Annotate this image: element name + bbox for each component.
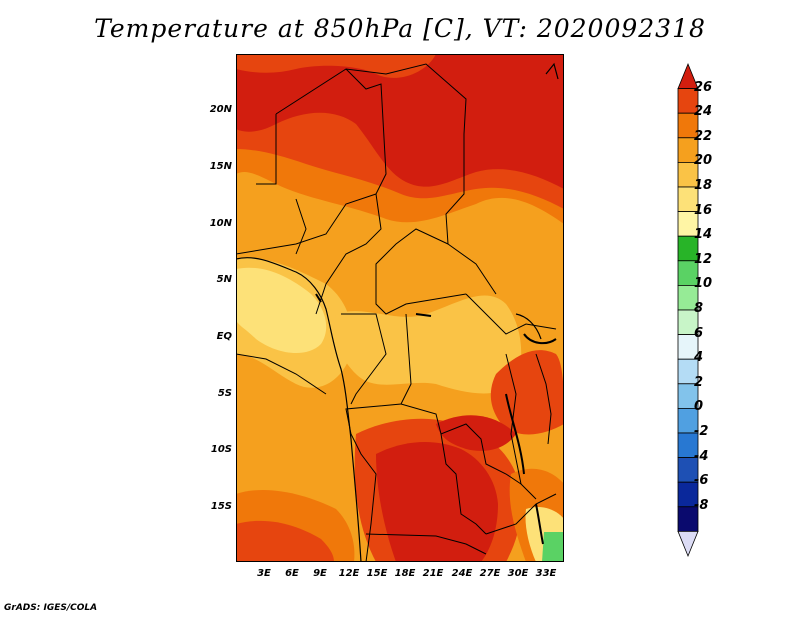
lat-tick: 5S [217, 388, 232, 399]
colorbar-label: 24 [694, 104, 713, 120]
colorbar-label: -4 [694, 448, 709, 464]
lon-tick: 30E [507, 568, 529, 579]
coastlines [236, 62, 559, 562]
colorbar-swatch [677, 530, 699, 558]
lon-tick: 21E [422, 568, 444, 579]
colorbar-label: 26 [694, 79, 713, 95]
temp-band-10-se [542, 532, 564, 562]
lat-tick: EQ [216, 331, 232, 342]
colorbar-label: 20 [694, 153, 713, 169]
colorbar-label: 10 [694, 276, 713, 292]
lon-tick: 33E [535, 568, 557, 579]
colorbar-label: 6 [694, 325, 704, 341]
lat-tick: 20N [209, 104, 232, 115]
map-plot [236, 54, 564, 562]
temp-band-26 [236, 54, 564, 189]
lat-tick: 15N [209, 161, 232, 172]
temp-band-24-east [490, 350, 564, 435]
lat-tick: 10N [209, 218, 232, 229]
colorbar-label: 12 [694, 251, 713, 267]
colorbar [677, 62, 699, 558]
country-borders [236, 63, 557, 562]
lakes [315, 293, 557, 545]
colorbar-label: 8 [694, 301, 704, 316]
credit-text: GrADS: IGES/COLA [4, 603, 98, 613]
temp-band-26-south [376, 442, 498, 562]
temp-band-24-sw [236, 520, 334, 562]
temp-patch-north [236, 54, 436, 78]
colorbar-label: -8 [694, 497, 709, 513]
lat-tick: 5N [216, 274, 232, 285]
lon-tick: 6E [285, 568, 299, 579]
lon-tick: 18E [394, 568, 416, 579]
colorbar-label: 16 [694, 202, 713, 218]
temp-patch-south-east [436, 415, 516, 451]
colorbar-label: -6 [694, 473, 709, 489]
lat-tick: 10S [210, 444, 232, 455]
lon-tick: 24E [451, 568, 473, 579]
colorbar-label: -2 [694, 424, 709, 439]
lon-tick: 27E [479, 568, 501, 579]
temp-band-18-central [334, 295, 522, 394]
colorbar-label: 22 [694, 128, 713, 144]
lon-tick: 12E [338, 568, 360, 579]
colorbar-label: 4 [694, 350, 704, 366]
lat-tick: 15S [210, 501, 232, 512]
temp-band-16 [236, 267, 327, 354]
map-frame [236, 54, 564, 562]
colorbar-label: 0 [694, 399, 704, 415]
lon-tick: 9E [313, 568, 327, 579]
colorbar-label: 18 [694, 178, 713, 193]
colorbar-label: 2 [694, 374, 704, 390]
colorbar-label: 14 [694, 227, 713, 243]
chart-title: Temperature at 850hPa [C], VT: 202009231… [94, 14, 706, 43]
lon-tick: 15E [366, 568, 388, 579]
lon-tick: 3E [257, 568, 271, 579]
